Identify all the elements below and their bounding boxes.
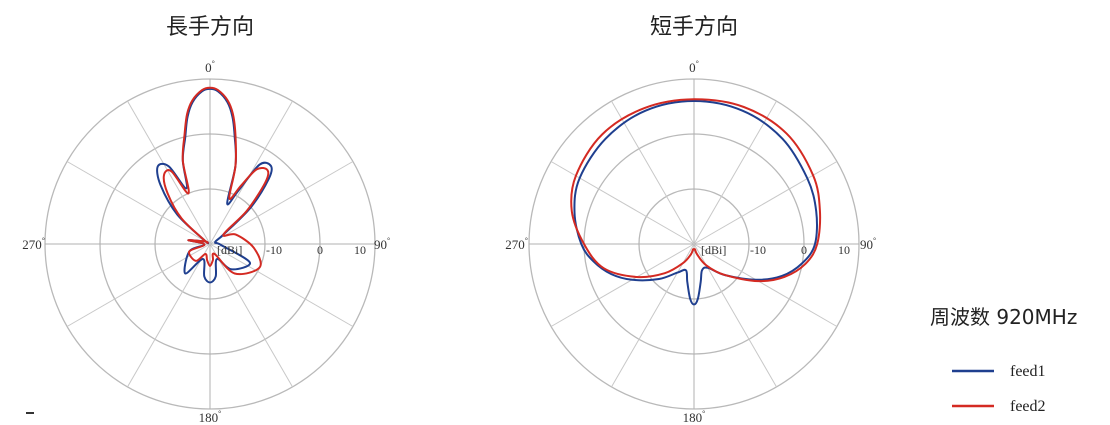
chart-title: 長手方向 — [166, 15, 254, 40]
legend: 周波数 920MHz feed1 feed2 — [930, 305, 1077, 415]
grid-spoke — [693, 100, 777, 245]
grid-spoke — [693, 243, 838, 327]
angle-label-270: 270° — [22, 236, 45, 252]
angle-label-90: 90° — [374, 236, 390, 252]
grid-spoke — [209, 161, 354, 245]
polar-traces — [570, 98, 822, 306]
grid-spoke — [127, 100, 211, 245]
radial-tick-label: 10 — [838, 243, 850, 257]
polar-grid — [528, 78, 860, 410]
angle-label-0: 0° — [205, 59, 215, 75]
frequency-label: 周波数 920MHz — [930, 305, 1077, 329]
radial-tick-label: -10 — [750, 243, 766, 257]
grid-spoke — [66, 161, 211, 245]
angle-label-180: 180° — [199, 409, 222, 425]
radial-unit-label: [dBi] — [701, 243, 726, 257]
polar-traces — [156, 86, 273, 284]
grid-spoke — [209, 243, 354, 327]
radial-tick-label: -10 — [266, 243, 282, 257]
series-trace-feed1 — [573, 100, 818, 306]
grid-spoke — [550, 161, 695, 245]
grid-spoke — [209, 243, 293, 388]
grid-spoke — [611, 100, 695, 245]
polar-labels: 0° 90° 180° 270° [dBi] -10 0 10 — [22, 59, 390, 425]
grid-spoke — [66, 243, 211, 327]
angle-label-0: 0° — [689, 59, 699, 75]
radial-tick-label: 0 — [801, 243, 807, 257]
series-trace-feed2 — [162, 86, 270, 276]
grid-spoke — [127, 243, 211, 388]
grid-spoke — [550, 243, 695, 327]
angle-label-270: 270° — [505, 236, 528, 252]
series-trace-feed2 — [570, 98, 822, 283]
radial-tick-label: 10 — [354, 243, 366, 257]
radial-unit-label: [dBi] — [217, 243, 242, 257]
polar-chart-longitudinal: 長手方向 0° 90° 180° 270° [dBi] -10 0 10 — [22, 15, 390, 425]
polar-grid — [44, 78, 376, 410]
chart-title: 短手方向 — [650, 15, 738, 40]
polar-chart-transverse: 短手方向 0° 90° 180° 270° [dBi] -10 0 10 — [505, 15, 876, 425]
legend-label-feed2: feed2 — [1010, 398, 1046, 415]
grid-spoke — [611, 243, 695, 388]
legend-label-feed1: feed1 — [1010, 363, 1046, 380]
angle-label-90: 90° — [860, 236, 876, 252]
angle-label-180: 180° — [683, 409, 706, 425]
polar-labels: 0° 90° 180° 270° [dBi] -10 0 10 — [505, 59, 876, 425]
radial-tick-label: 0 — [317, 243, 323, 257]
